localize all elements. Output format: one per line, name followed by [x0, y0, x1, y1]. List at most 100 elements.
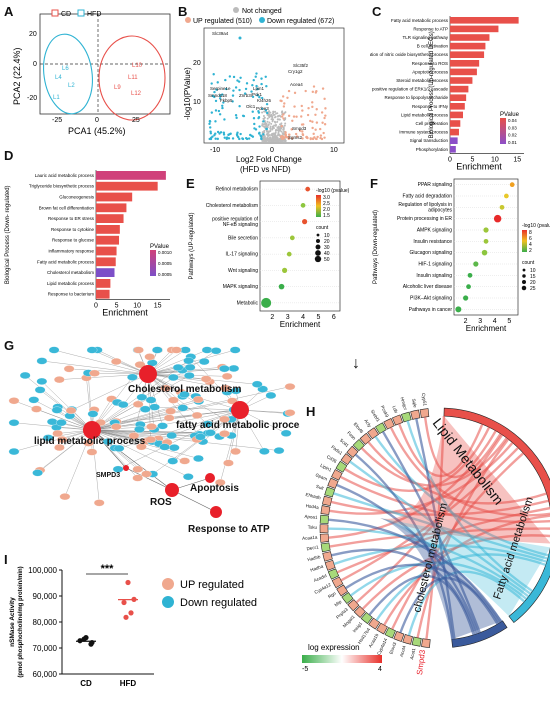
volcano-point-unchanged [276, 120, 279, 123]
volcano-point-unchanged [263, 125, 266, 128]
dot-point [455, 306, 462, 313]
gene-segment [352, 439, 365, 452]
network-gene-node [168, 373, 179, 382]
bar-legend-tick: 0.02 [508, 133, 517, 138]
gene-label: Acaa1b [368, 632, 380, 648]
bar-ylabel: Biological Process (Down- regulated) [5, 185, 11, 284]
gene-segment [374, 422, 387, 435]
panel-label-c: C [372, 4, 382, 19]
panel-e-dot-chart: Retinol metabolism Cholesterol metabolism… [189, 180, 350, 329]
volcano-point-down [218, 97, 222, 100]
volcano-point-down [265, 102, 269, 106]
volcano-point-up [316, 135, 319, 139]
volcano-point-down [256, 94, 259, 97]
network-gene-node [193, 454, 204, 463]
dot-size-swatch [315, 238, 321, 244]
hfd-ellipse [43, 33, 93, 115]
bar-ylabel: Biological Process (Up-regulated DEGs) [429, 31, 435, 138]
gene-label: Decr1 [306, 544, 319, 551]
volcano-point-unchanged [265, 124, 268, 127]
network-gene-node [219, 365, 230, 373]
network-gene-node [219, 430, 230, 438]
chord-link [327, 527, 530, 598]
gene-label: Cyp4a14 [376, 637, 388, 656]
hub-label-ros: ROS [150, 497, 172, 508]
dot-category-label: Glucagon signaling [409, 250, 452, 256]
network-gene-node [167, 457, 179, 465]
network-hub-node [231, 401, 249, 419]
dot-category-label: HIF-1 signaling [418, 262, 452, 268]
volcano-point-unchanged [274, 129, 277, 132]
network-gene-node [136, 443, 147, 451]
gene-segment [319, 533, 330, 543]
volcano-point-unchanged [269, 129, 272, 132]
network-gene-node [132, 465, 144, 473]
volcano-point-down [258, 125, 261, 128]
volcano-point-up [314, 91, 318, 94]
bar [96, 225, 120, 234]
dot-size-swatch [315, 244, 321, 250]
network-gene-node [273, 447, 285, 455]
volcano-point-down [265, 84, 268, 88]
legend-cd-label: CD [61, 11, 71, 18]
volcano-point-up [311, 101, 314, 104]
dot-size-swatch [522, 268, 526, 272]
panel-b-volcano-plot: Not changed UP regulated (510) Down regu… [183, 7, 345, 174]
volcano-point-unchanged [272, 133, 275, 136]
volcano-point-unchanged [269, 136, 272, 139]
legend-up-swatch [185, 17, 191, 23]
gene-segment [421, 638, 431, 648]
gene-segment [324, 486, 336, 498]
network-gene-node [136, 393, 148, 401]
network-gene-node [46, 418, 58, 426]
dot-category-label: AMPK signaling [417, 228, 453, 234]
volcano-point-down [222, 101, 225, 104]
volcano-point-unchanged [271, 139, 274, 142]
bar-legend-tick: 0.0005 [158, 272, 172, 277]
bar-legend-tick: 0.04 [508, 118, 517, 123]
network-gene-node [182, 473, 194, 481]
volcano-point-unchanged [261, 111, 264, 114]
pca-xlabel: PCA1 (45.2%) [68, 126, 126, 136]
volcano-point-down [265, 127, 268, 131]
bar-category-label: Immune system process [399, 130, 449, 135]
volcano-point-up [315, 121, 319, 124]
dot-category-label: Cholesterol metabolism [206, 203, 258, 209]
bar-category-label: Lipid metabolic process [47, 281, 95, 286]
gene-label: Pnpla3 [335, 607, 349, 620]
network-gene-node [8, 419, 20, 427]
dot-legend-tick: 2.0 [323, 207, 330, 213]
volcano-point-down [239, 76, 242, 79]
dot-point [289, 235, 295, 241]
dot-size-swatch [521, 285, 527, 291]
gene-label: Lipin1 [319, 463, 332, 473]
dot-size-tick: 50 [324, 257, 330, 263]
dot-legend-gradient [316, 195, 321, 217]
network-gene-node [144, 353, 156, 361]
volcano-point-up [301, 109, 304, 112]
gene-segment [359, 432, 372, 445]
gene-label: Cyp51 [421, 393, 428, 407]
chord-link [328, 430, 497, 539]
volcano-point-unchanged [274, 131, 277, 134]
volcano-point-down [209, 126, 212, 129]
volcano-point-unchanged [275, 139, 278, 142]
volcano-point-unchanged [267, 130, 270, 133]
volcano-point-down [236, 131, 239, 134]
volcano-point-unchanged [274, 115, 277, 118]
gene-segment [324, 559, 336, 571]
volcano-point-unchanged [282, 128, 285, 131]
volcano-point-down [264, 109, 268, 112]
volcano-gene-label: Serpine1e [210, 86, 231, 91]
bar-legend-tick: 0.03 [508, 125, 517, 130]
volcano-gene-label: Pck1 [252, 92, 263, 97]
network-edge [88, 372, 93, 431]
volcano-point-unchanged [266, 133, 269, 136]
gene-label: Srebf1 [370, 409, 381, 423]
volcano-point-unchanged [263, 110, 266, 113]
network-gene-node [284, 383, 296, 391]
dot-size-tick: 30 [324, 245, 330, 251]
pca-point-hfd: L1 [53, 95, 60, 101]
volcano-point-down [251, 110, 254, 113]
bar-category-label: Cholesterol metabolism [47, 270, 94, 275]
